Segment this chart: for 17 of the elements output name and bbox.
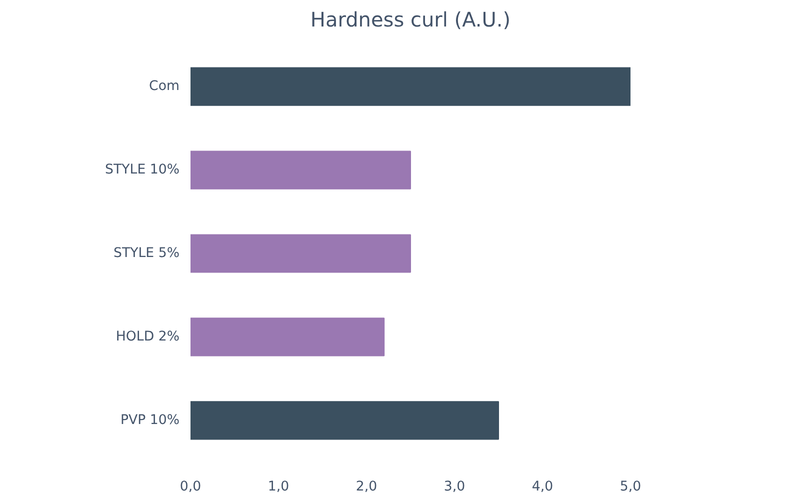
y-tick-label: HOLD 2% xyxy=(116,329,180,344)
x-tick-label: 0,0 xyxy=(180,480,202,493)
y-tick-label: Com xyxy=(149,79,180,94)
bar xyxy=(190,150,411,190)
x-tick-label: 4,0 xyxy=(532,480,554,493)
x-tick-label: 3,0 xyxy=(444,480,466,493)
chart-title: Hardness curl (A.U.) xyxy=(310,8,511,32)
y-tick-label: STYLE 5% xyxy=(114,246,180,261)
x-tick-label: 1,0 xyxy=(268,480,290,493)
bar xyxy=(190,401,499,440)
y-tick-label: PVP 10% xyxy=(120,412,180,428)
x-tick-label: 2,0 xyxy=(356,480,378,493)
y-tick-label: STYLE 10% xyxy=(105,162,180,178)
bar xyxy=(190,234,411,273)
bar xyxy=(190,67,630,106)
x-tick-label: 5,0 xyxy=(620,480,642,493)
bar xyxy=(190,318,385,356)
